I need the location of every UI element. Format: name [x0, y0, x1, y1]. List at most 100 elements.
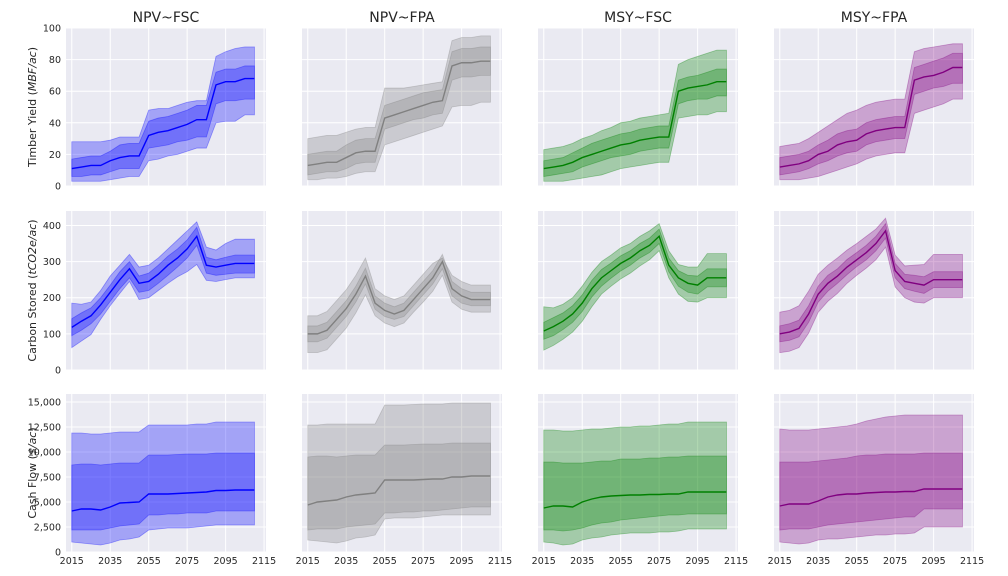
median-line	[307, 259, 491, 335]
inner-band	[307, 46, 491, 176]
y-tick-label: 80	[49, 55, 61, 66]
column-title-1: NPV~FSC	[133, 10, 200, 26]
y-tick-label: 60	[49, 87, 61, 98]
outer-band	[307, 35, 491, 181]
column-title-2: NPV~FPA	[369, 10, 435, 26]
inner-band	[307, 442, 491, 531]
y-tick-label: 0	[55, 548, 61, 559]
median-line	[543, 235, 727, 332]
y-tick-label: 0	[55, 366, 61, 377]
panel-1-1: 0 20 40 60 80 100	[43, 24, 266, 193]
x-tick-label: 2075	[175, 556, 199, 567]
median-line	[543, 491, 727, 509]
outer-band	[779, 414, 963, 545]
x-tick-label: 2015	[296, 556, 320, 567]
x-tick-label: 2075	[883, 556, 907, 567]
outer-band	[543, 223, 727, 351]
x-tick-label: 2015	[60, 556, 84, 567]
y-tick-label: 40	[49, 118, 61, 129]
x-tick-label: 2095	[686, 556, 710, 567]
panel-background	[66, 28, 266, 186]
inner-band	[779, 52, 963, 176]
inner-band	[71, 226, 255, 337]
x-tick-label: 2055	[137, 556, 161, 567]
outer-band	[307, 256, 491, 354]
panel-background	[774, 211, 974, 370]
y-tick-label: 0	[55, 182, 61, 193]
row-2-y-axis-label: Carbon Stored (tCO2e/ac)	[26, 219, 39, 361]
outer-band	[71, 421, 255, 546]
panel-background	[538, 28, 738, 186]
median-line	[779, 229, 963, 335]
panel-2-3	[538, 211, 738, 371]
y-tick-label: 5,000	[34, 498, 61, 509]
inner-band	[543, 68, 727, 177]
inner-band	[779, 452, 963, 531]
panel-1-2	[302, 27, 502, 187]
y-tick-label: 2,500	[34, 523, 61, 534]
x-tick-label: 2035	[98, 556, 122, 567]
panel-2-2	[302, 211, 502, 371]
median-line	[307, 60, 491, 167]
x-tick-label: 2075	[411, 556, 435, 567]
inner-band	[71, 65, 255, 177]
outer-band	[307, 402, 491, 544]
y-tick-label: 15,000	[28, 398, 61, 409]
panel-background	[302, 211, 502, 370]
panel-background	[774, 394, 974, 552]
x-tick-label: 2055	[845, 556, 869, 567]
column-title-3: MSY~FSC	[604, 10, 672, 26]
median-line	[543, 81, 727, 170]
panel-background	[66, 394, 266, 552]
x-tick-label: 2035	[334, 556, 358, 567]
median-line	[71, 234, 255, 328]
x-tick-label: 2055	[609, 556, 633, 567]
outer-band	[543, 421, 727, 546]
x-tick-label: 2015	[768, 556, 792, 567]
median-line	[307, 475, 491, 506]
x-tick-label: 2095	[214, 556, 238, 567]
panel-background	[66, 211, 266, 370]
x-tick-label: 2115	[960, 556, 984, 567]
panel-background	[538, 394, 738, 552]
y-tick-label: 7,500	[34, 473, 61, 484]
y-tick-label: 12,500	[28, 423, 61, 434]
outer-band	[71, 46, 255, 182]
outer-band	[779, 217, 963, 354]
y-tick-label: 200	[43, 293, 61, 304]
median-line	[71, 77, 255, 170]
panel-3-3: 2015 2035 2055 2075 2095 2115	[532, 394, 748, 567]
panel-background	[538, 211, 738, 370]
y-tick-label: 100	[43, 24, 61, 35]
panel-1-4	[774, 27, 974, 187]
panel-2-4	[774, 211, 974, 371]
median-line	[779, 66, 963, 168]
column-title-4: MSY~FPA	[841, 10, 908, 26]
panel-3-1: 2015 2035 2055 2075 2095 2115 0 2,500 5,000 7,500…	[28, 394, 276, 567]
outer-band	[71, 221, 255, 349]
panel-background	[302, 394, 502, 552]
outer-band	[779, 43, 963, 181]
x-tick-label: 2055	[373, 556, 397, 567]
y-tick-label: 10,000	[28, 448, 61, 459]
row-1-y-axis-label: Timber Yield (MBF/ac)	[26, 47, 39, 168]
panel-1-3	[538, 27, 738, 187]
x-tick-label: 2035	[570, 556, 594, 567]
x-tick-label: 2075	[647, 556, 671, 567]
panel-3-4: 2015 2035 2055 2075 2095 2115	[768, 394, 984, 567]
x-tick-label: 2035	[806, 556, 830, 567]
inner-band	[71, 452, 255, 531]
panel-3-2: 2015 2035 2055 2075 2095 2115	[296, 394, 512, 567]
y-tick-label: 20	[49, 150, 61, 161]
outer-band	[543, 49, 727, 182]
row-3-y-axis-label: Cash Flow ($/ac)	[26, 427, 39, 518]
x-tick-label: 2115	[252, 556, 276, 567]
y-tick-label: 300	[43, 257, 61, 268]
panel-background	[774, 28, 974, 186]
x-tick-label: 2095	[922, 556, 946, 567]
inner-band	[543, 455, 727, 532]
inner-band	[307, 253, 491, 343]
y-tick-label: 400	[43, 221, 61, 232]
x-tick-label: 2015	[532, 556, 556, 567]
